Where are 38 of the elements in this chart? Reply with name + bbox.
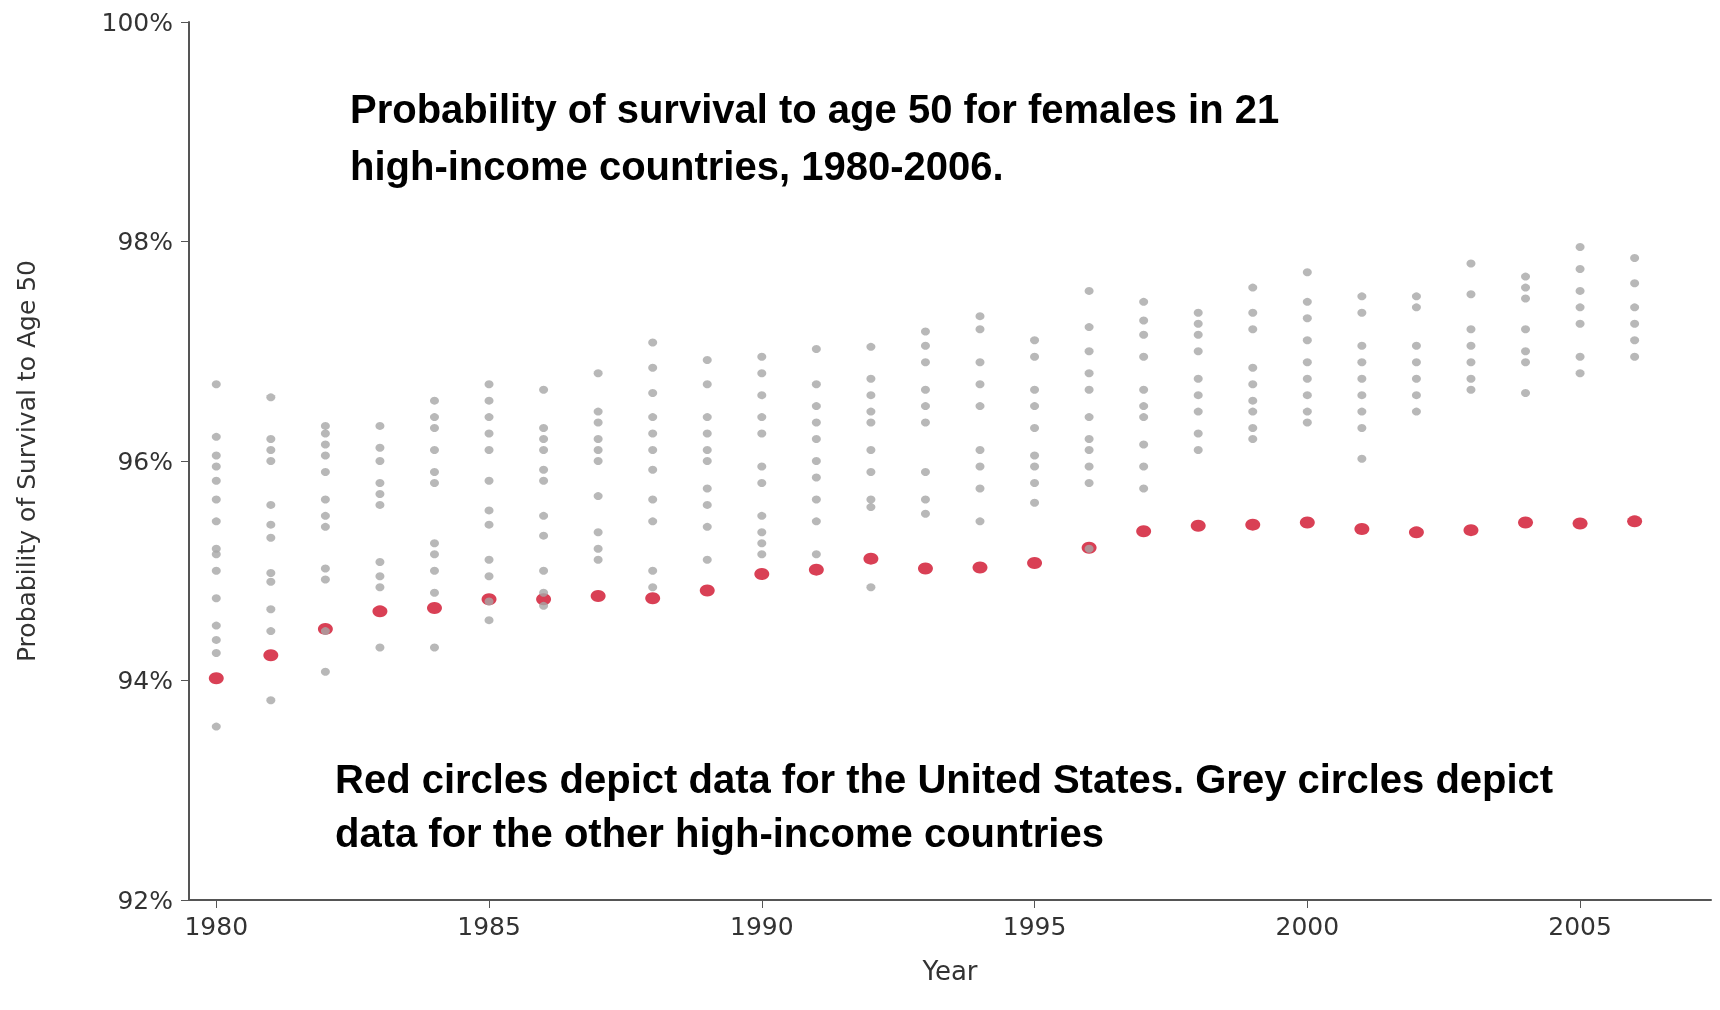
x-tick-label: 1990	[729, 912, 794, 941]
point	[645, 592, 661, 605]
point	[1354, 523, 1370, 536]
annotation: Red circles depict data for the United States. Grey circles depict data for the other high-income countries	[335, 757, 1565, 855]
point	[1190, 519, 1206, 532]
point	[754, 568, 770, 581]
x-tick-label: 1980	[184, 912, 249, 941]
x-tick-label: 1995	[1002, 912, 1067, 941]
point	[1572, 517, 1588, 530]
point	[1463, 524, 1479, 537]
y-tick-label: 94%	[117, 666, 173, 695]
x-tick-label: 1985	[457, 912, 521, 941]
point	[263, 649, 279, 662]
point	[972, 561, 988, 574]
point	[1627, 515, 1643, 528]
x-axis-title: Year	[921, 956, 978, 986]
x-tick-label: 2000	[1275, 912, 1340, 941]
y-tick-label: 96%	[117, 446, 173, 476]
point	[863, 552, 879, 565]
point	[590, 590, 606, 602]
point	[427, 602, 442, 615]
point	[808, 563, 824, 576]
y-axis-title: Probability of Survival to Age 50	[12, 259, 41, 663]
point	[1518, 516, 1534, 529]
point	[208, 672, 224, 685]
point	[372, 605, 388, 618]
point	[699, 584, 715, 597]
text: Probability of survival to age 50 for females in 21 high-income countries, 1980-2006.	[350, 86, 1291, 188]
point	[1136, 525, 1152, 538]
point	[1027, 557, 1043, 570]
y-tick-label: 100%	[101, 7, 173, 37]
point	[1245, 518, 1261, 531]
point	[1408, 526, 1424, 539]
point	[1299, 516, 1315, 529]
point	[917, 562, 933, 575]
y-tick-label: 98%	[117, 227, 173, 256]
y-tick-label: 92%	[117, 885, 173, 915]
x-tick-label: 2005	[1548, 912, 1612, 941]
